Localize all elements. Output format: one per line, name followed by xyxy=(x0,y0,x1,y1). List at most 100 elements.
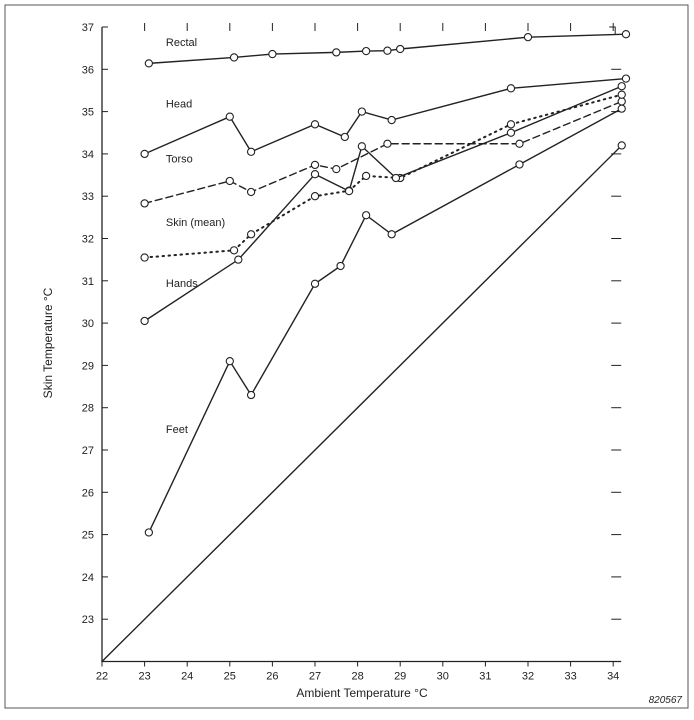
y-tick-label: 33 xyxy=(82,191,94,203)
data-point xyxy=(617,82,626,91)
data-point xyxy=(310,192,320,201)
y-tick-label: 29 xyxy=(82,360,94,372)
data-point xyxy=(361,46,371,56)
x-tick-label: 33 xyxy=(564,671,576,683)
y-tick-label: 27 xyxy=(82,445,94,457)
y-tick-label: 37 xyxy=(82,22,94,34)
series-rectal: Rectal xyxy=(144,30,631,68)
data-point xyxy=(140,199,149,208)
data-point xyxy=(523,33,533,42)
series-line xyxy=(101,144,623,663)
data-point xyxy=(396,44,405,54)
y-tick-label: 35 xyxy=(82,107,94,119)
series-label: Torso xyxy=(166,153,193,165)
series-torso: Torso xyxy=(140,97,626,208)
series-label: Hands xyxy=(166,278,198,290)
data-point xyxy=(268,49,277,59)
data-point xyxy=(621,30,631,39)
data-point xyxy=(140,316,149,326)
data-point xyxy=(144,528,154,537)
figure-id: 820567 xyxy=(649,695,683,706)
data-point xyxy=(383,139,392,148)
x-tick-label: 23 xyxy=(138,671,150,683)
data-point xyxy=(234,255,243,264)
data-point xyxy=(617,141,626,150)
y-tick-label: 25 xyxy=(82,530,94,542)
data-point xyxy=(506,128,516,137)
data-point xyxy=(229,246,239,255)
data-point xyxy=(144,59,154,68)
data-point xyxy=(140,253,149,262)
data-point xyxy=(344,186,354,196)
data-point xyxy=(383,46,392,55)
series-label: Head xyxy=(166,98,192,110)
data-point xyxy=(357,107,367,116)
data-point xyxy=(336,261,345,271)
data-point xyxy=(225,176,234,186)
x-axis-label: Ambient Temperature °C xyxy=(296,686,428,700)
x-tick-label: 28 xyxy=(351,671,363,683)
data-point xyxy=(246,230,256,239)
data-point xyxy=(246,147,256,156)
data-point xyxy=(621,74,631,83)
data-point xyxy=(357,142,367,151)
data-point xyxy=(246,187,256,197)
data-point xyxy=(340,132,349,142)
x-tick-label: 22 xyxy=(96,671,108,683)
data-point xyxy=(617,97,626,106)
data-point xyxy=(506,84,516,93)
figure-frame xyxy=(4,4,689,709)
x-tick-label: 26 xyxy=(266,671,278,683)
y-tick-label: 32 xyxy=(82,234,94,246)
data-point xyxy=(387,230,396,239)
x-tick-label: 25 xyxy=(224,671,236,683)
y-axis-label: Skin Temperature °C xyxy=(41,287,55,398)
data-point xyxy=(140,149,149,159)
series-line xyxy=(143,85,623,322)
y-tick-label: 34 xyxy=(82,149,94,161)
series-hands: Hands xyxy=(140,82,626,326)
y-tick-label: 31 xyxy=(82,276,94,288)
data-point xyxy=(617,104,626,113)
data-point xyxy=(310,170,320,179)
series-label: Skin (mean) xyxy=(166,217,225,229)
series-equality-line xyxy=(101,141,626,663)
data-point xyxy=(515,160,524,169)
x-tick-label: 29 xyxy=(394,671,406,683)
series-head: Head xyxy=(140,74,631,159)
data-point xyxy=(515,139,524,148)
series-skin-mean: Skin (mean) xyxy=(140,90,626,262)
data-point xyxy=(361,211,371,220)
series-feet: Feet xyxy=(144,104,626,537)
data-point xyxy=(391,173,401,183)
y-tick-label: 23 xyxy=(82,614,94,626)
x-tick-label: 24 xyxy=(181,671,193,683)
data-point xyxy=(310,120,320,129)
y-tick-label: 30 xyxy=(82,318,94,330)
data-point xyxy=(225,112,234,121)
top-right-corner xyxy=(609,26,616,35)
data-point xyxy=(310,160,320,170)
data-point xyxy=(332,164,341,174)
series-line xyxy=(143,93,623,259)
x-tick-label: 34 xyxy=(607,671,619,683)
data-point xyxy=(332,48,341,57)
data-point xyxy=(310,279,320,288)
y-tick-label: 28 xyxy=(82,403,94,415)
series-label: Rectal xyxy=(166,37,197,49)
data-point xyxy=(506,120,516,129)
x-tick-label: 32 xyxy=(522,671,534,683)
data-point xyxy=(246,390,256,400)
series-line xyxy=(148,107,623,534)
y-tick-label: 26 xyxy=(82,487,94,499)
data-point xyxy=(225,357,234,366)
x-tick-label: 27 xyxy=(309,671,321,683)
data-point xyxy=(617,90,626,99)
series-label: Feet xyxy=(166,424,188,436)
x-tick-label: 31 xyxy=(479,671,491,683)
y-tick-label: 24 xyxy=(82,572,94,584)
x-tick-label: 30 xyxy=(437,671,449,683)
data-point xyxy=(387,115,396,125)
data-point xyxy=(229,53,239,62)
